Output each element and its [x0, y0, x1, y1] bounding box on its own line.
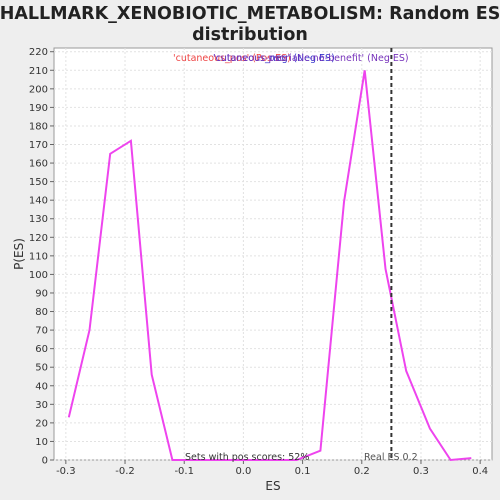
y-tick-label: 160 [29, 159, 48, 170]
chart-title-line1: HALLMARK_XENOBIOTIC_METABOLISM: Random E… [0, 4, 500, 24]
chart-title-line2: distribution [192, 25, 308, 45]
x-tick-label: 0.2 [354, 466, 370, 477]
x-tick-label: 0.3 [413, 466, 429, 477]
y-tick-label: 50 [35, 363, 48, 374]
y-tick-label: 110 [29, 251, 48, 262]
x-axis-label: ES [265, 479, 280, 493]
y-tick-label: 10 [35, 437, 48, 448]
y-tick-label: 190 [29, 103, 48, 114]
y-tick-label: 130 [29, 214, 48, 225]
legend-entry-neg: 'cutaneous_neg' (Neg ES) [213, 53, 335, 64]
legend-entry-no-benefit: 'cutaneous-psoriatic-no-benefit' (Neg ES… [213, 53, 409, 64]
y-tick-label: 180 [29, 121, 48, 132]
y-tick-label: 120 [29, 233, 48, 244]
x-axis: -0.3 -0.2 -0.1 0.0 0.1 0.2 0.3 0.4 [56, 460, 488, 477]
y-tick-label: 30 [35, 400, 48, 411]
grid [54, 48, 492, 461]
y-tick-label: 20 [35, 418, 48, 429]
y-tick-label: 60 [35, 344, 48, 355]
y-tick-label: 100 [29, 270, 48, 281]
x-tick-label: -0.3 [56, 466, 76, 477]
y-axis: 0 10 20 30 40 50 60 70 80 90 100 110 120 130 140 150 160… [29, 47, 54, 467]
footer-note: Sets with pos scores: 52% [185, 452, 309, 463]
y-tick-label: 90 [35, 288, 48, 299]
x-tick-label: -0.1 [174, 466, 194, 477]
x-tick-label: 0.4 [472, 466, 488, 477]
real-es-label: Real ES 0.2 [364, 452, 418, 463]
y-tick-label: 140 [29, 196, 48, 207]
y-tick-label: 80 [35, 307, 48, 318]
y-tick-label: 150 [29, 177, 48, 188]
series-line [67, 70, 472, 462]
y-tick-label: 200 [29, 84, 48, 95]
x-tick-label: 0.1 [295, 466, 311, 477]
y-tick-label: 170 [29, 140, 48, 151]
y-tick-label: 220 [29, 47, 48, 58]
y-tick-label: 210 [29, 66, 48, 77]
legend-entry-pos: 'cutaneous_pos' (Pos ES) [173, 53, 291, 64]
x-tick-label: -0.2 [115, 466, 135, 477]
plot-area [53, 47, 493, 461]
y-tick-label: 70 [35, 326, 48, 337]
x-tick-label: 0.0 [235, 466, 251, 477]
y-tick-label: 40 [35, 381, 48, 392]
y-axis-label: P(ES) [12, 238, 26, 270]
y-tick-label: 0 [42, 456, 48, 467]
